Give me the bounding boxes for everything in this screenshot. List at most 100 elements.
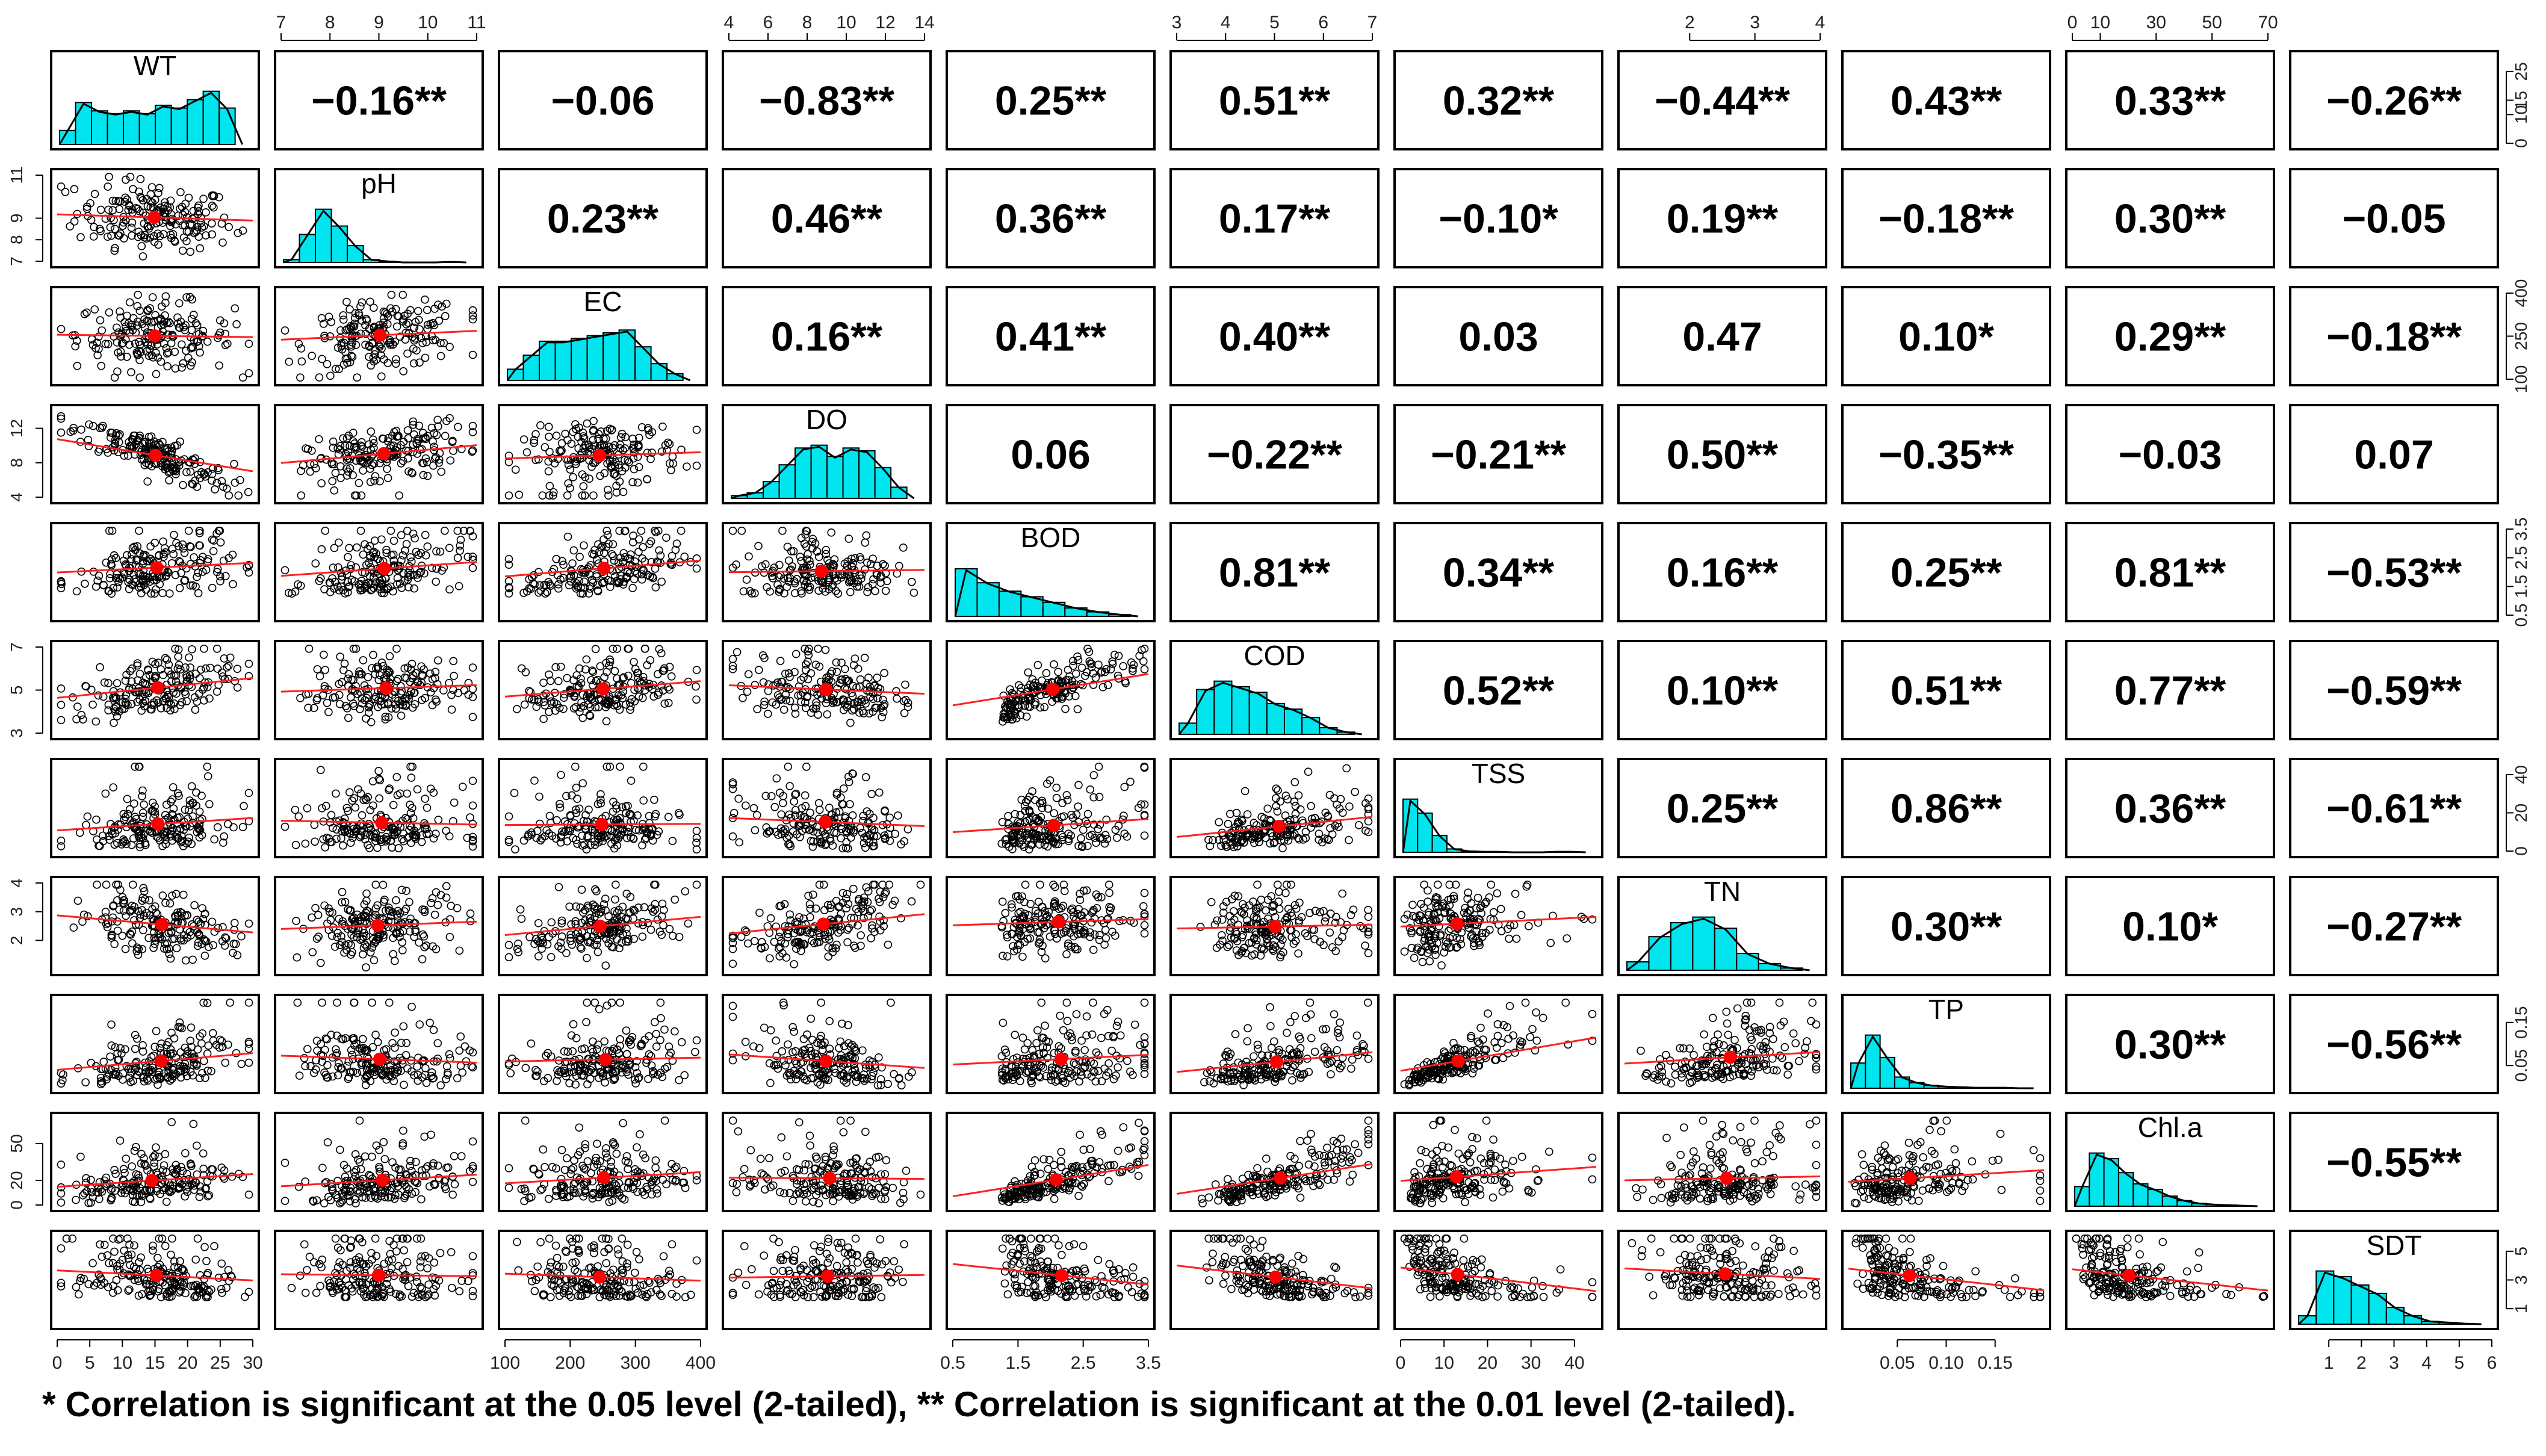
panel-r6-c3 (722, 758, 932, 858)
mean-point (595, 817, 609, 831)
data-point (196, 474, 205, 483)
data-point (370, 444, 378, 452)
data-point (98, 326, 106, 335)
data-point (315, 373, 324, 382)
correlation-value: −0.59** (2326, 668, 2462, 714)
data-point (386, 441, 395, 450)
correlation-value: 0.81** (2114, 550, 2226, 596)
data-point (454, 423, 462, 432)
panel-r2-c1 (274, 286, 484, 386)
mean-point (377, 447, 391, 460)
data-point (436, 352, 445, 361)
panel-frame (946, 168, 1156, 268)
mean-point (375, 816, 389, 829)
data-point (116, 313, 125, 322)
histogram-bar (586, 335, 604, 381)
correlation-value: 0.16** (1667, 550, 1779, 596)
data-point (185, 293, 194, 302)
data-point (148, 198, 156, 207)
data-point (182, 468, 191, 477)
mean-point (814, 564, 828, 578)
correlation-value: −0.44** (1655, 78, 1791, 124)
data-point (377, 351, 386, 359)
correlation-value: 0.30** (2114, 196, 2226, 242)
data-point (323, 360, 332, 368)
data-point (176, 437, 184, 446)
data-point (193, 223, 202, 231)
panel-r0-c6: 0.32** (1393, 50, 1603, 150)
data-point (665, 459, 674, 468)
data-point (349, 429, 358, 437)
mean-point (379, 681, 393, 695)
data-point (628, 478, 637, 486)
data-point (208, 230, 217, 239)
data-point (73, 362, 82, 370)
data-point (380, 355, 388, 364)
histogram-bar (650, 363, 668, 381)
data-point (280, 326, 290, 335)
panel-r0-c9: 0.33** (2065, 50, 2275, 150)
data-point (368, 460, 376, 469)
data-point (504, 451, 513, 460)
data-point (82, 202, 91, 211)
correlation-value: 0.10* (1898, 314, 1994, 360)
data-point (519, 435, 528, 444)
data-point (400, 311, 409, 320)
data-point (356, 457, 365, 465)
data-point (154, 240, 163, 249)
data-point (161, 292, 170, 301)
mean-point (149, 448, 163, 462)
data-point (138, 252, 147, 261)
data-point (125, 442, 134, 450)
data-point (401, 329, 410, 337)
data-point (421, 296, 429, 304)
data-point (392, 322, 401, 331)
correlation-value: 0.25** (1891, 550, 2002, 596)
panel-r6-c0 (50, 758, 260, 858)
data-point (188, 343, 197, 352)
data-point (89, 232, 98, 241)
data-point (135, 341, 144, 349)
panel-r3-c10: 0.07 (2289, 404, 2499, 504)
data-point (191, 319, 200, 327)
correlation-value: −0.21** (1431, 432, 1567, 478)
variable-label: BOD (1021, 522, 1081, 553)
correlation-value: −0.83** (759, 78, 895, 124)
mean-point (593, 919, 607, 933)
data-point (200, 222, 208, 231)
data-point (579, 444, 588, 452)
data-point (170, 237, 179, 245)
correlation-value: 0.32** (1443, 78, 1555, 124)
data-point (633, 478, 642, 487)
panel-frame (722, 286, 932, 386)
data-point (104, 182, 112, 191)
data-point (128, 218, 137, 227)
data-point (433, 415, 442, 424)
data-point (637, 423, 646, 432)
panel-frame (274, 50, 484, 150)
data-point (96, 316, 105, 324)
data-point (606, 457, 614, 466)
data-point (336, 462, 345, 471)
data-point (189, 311, 198, 319)
data-point (188, 358, 196, 367)
data-point (409, 417, 418, 426)
histogram-bar (826, 456, 844, 499)
histogram-bar (522, 355, 540, 382)
data-point (297, 491, 306, 500)
data-point (412, 439, 421, 447)
data-point (350, 319, 359, 328)
data-point (134, 291, 142, 299)
data-point (429, 461, 438, 470)
data-point (339, 434, 347, 442)
data-point (146, 203, 155, 212)
panel-r4-c8: 0.25** (1841, 522, 2051, 622)
data-point (414, 436, 423, 445)
correlation-value: −0.22** (1207, 432, 1343, 478)
data-point (114, 348, 122, 357)
data-point (585, 443, 593, 451)
data-point (391, 359, 400, 368)
data-point (550, 459, 559, 468)
histogram-bar (347, 245, 364, 264)
data-point (540, 443, 550, 451)
